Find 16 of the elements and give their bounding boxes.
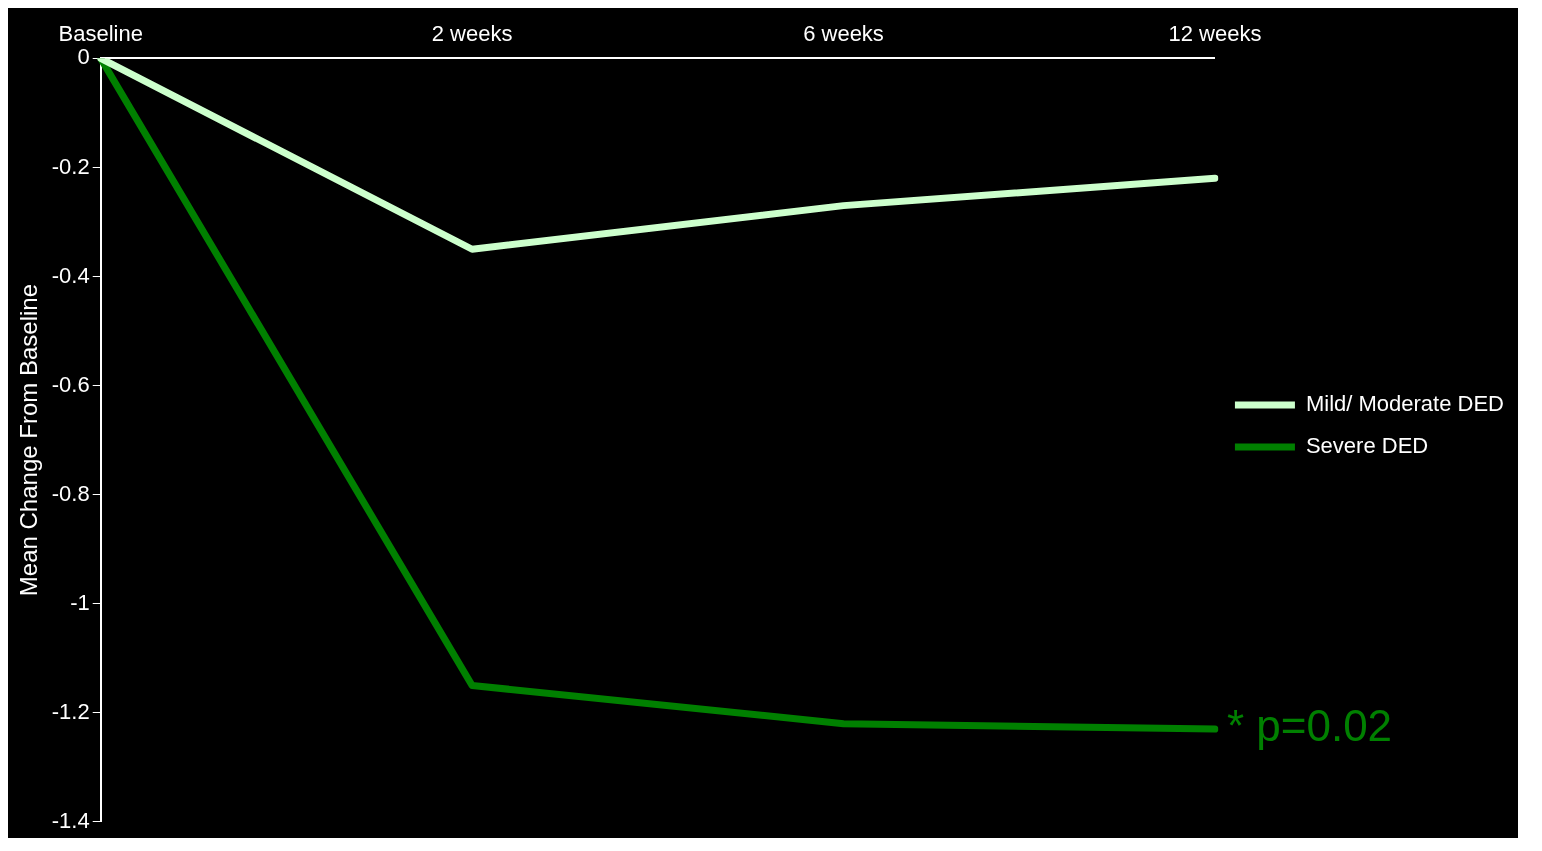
x-tick-label: 6 weeks [803,21,884,47]
legend-label: Severe DED [1305,433,1429,459]
y-tick-label: -1.2 [51,698,90,724]
y-tick-label: -0.4 [51,262,90,288]
legend-label: Mild/ Moderate DED [1305,391,1505,417]
x-tick-label: Baseline [58,21,143,47]
y-tick-label: 0 [77,44,90,70]
x-tick-label: 12 weeks [1168,21,1262,47]
y-tick-label: -0.8 [51,480,90,506]
y-tick-label: -1 [70,589,90,615]
y-tick-label: -0.6 [51,371,90,397]
x-tick-label: 2 weeks [431,21,513,47]
y-tick-label: -0.2 [51,153,90,179]
annotation: * p=0.02 [1226,701,1393,751]
y-axis-title: Mean Change From Baseline [15,284,43,597]
y-tick-label: -1.4 [51,807,90,833]
